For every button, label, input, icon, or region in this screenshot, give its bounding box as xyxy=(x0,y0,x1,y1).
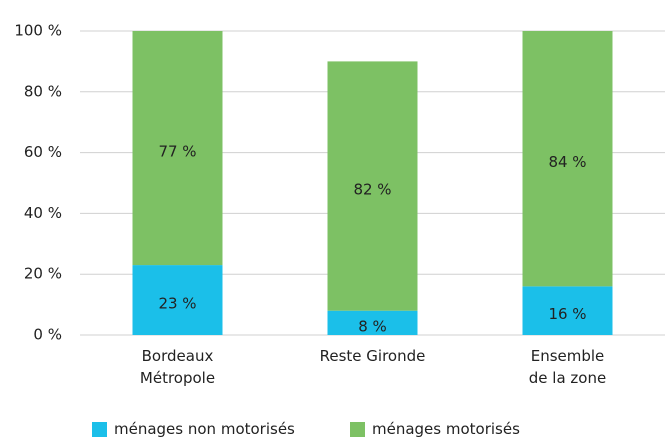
bar-segment xyxy=(132,31,223,266)
y-tick-label: 0 % xyxy=(33,326,62,344)
bar-segment xyxy=(327,310,418,335)
legend-swatch xyxy=(92,422,107,437)
bar-segment xyxy=(132,265,223,335)
value-label: 16 % xyxy=(548,305,586,323)
value-label: 82 % xyxy=(353,181,391,199)
legend-label: ménages motorisés xyxy=(372,420,520,438)
y-tick-label: 80 % xyxy=(24,82,62,100)
y-tick-label: 40 % xyxy=(24,204,62,222)
bar-segment xyxy=(522,31,613,287)
x-tick-label: Bordeaux Métropole xyxy=(139,347,216,387)
value-label: 23 % xyxy=(158,295,196,313)
value-label: 8 % xyxy=(358,317,387,335)
bar-segment xyxy=(327,61,418,311)
bar-segment xyxy=(522,286,613,335)
legend-swatch xyxy=(350,422,365,437)
value-label: 84 % xyxy=(548,153,586,171)
value-label: 77 % xyxy=(158,143,196,161)
y-tick-label: 60 % xyxy=(24,143,62,161)
x-tick-label: Ensemble de la zone xyxy=(528,347,607,387)
legend-item: ménages non motorisés xyxy=(92,419,295,439)
y-tick-label: 100 % xyxy=(14,22,62,40)
x-tick-label: Reste Gironde xyxy=(319,347,426,365)
legend-item: ménages motorisés xyxy=(350,419,520,439)
legend-label: ménages non motorisés xyxy=(114,420,295,438)
y-tick-label: 20 % xyxy=(24,265,62,283)
